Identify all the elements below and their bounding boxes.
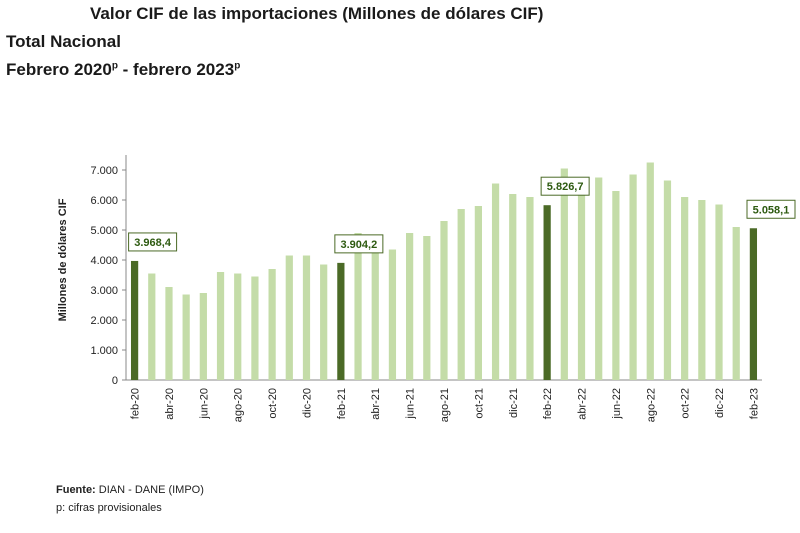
period-start: Febrero 2020 <box>6 60 112 79</box>
period-end-mark: p <box>234 60 241 72</box>
y-tick-label: 3.000 <box>90 285 118 297</box>
y-tick-label: 5.000 <box>90 225 118 237</box>
x-tick-label: feb-23 <box>748 388 760 419</box>
x-tick-label: jun-21 <box>405 388 417 420</box>
bar-jun-21 <box>406 233 414 380</box>
x-tick-label: oct-21 <box>473 388 485 419</box>
bar-dic-20 <box>302 255 311 380</box>
bar-mar-22 <box>560 168 568 380</box>
x-tick-label: ago-21 <box>439 388 451 422</box>
chart-period: Febrero 2020p - febrero 2023p <box>6 60 240 80</box>
x-tick-label: jun-20 <box>198 388 210 420</box>
bar-jul-21 <box>423 236 431 380</box>
x-tick-label: oct-20 <box>267 388 279 419</box>
period-separator: - febrero 2023 <box>117 60 235 79</box>
period-start-mark: p <box>111 60 118 72</box>
chart-title: Valor CIF de las importaciones (Millones… <box>90 4 544 23</box>
x-tick-label: dic-22 <box>714 388 726 418</box>
bar-abr-20 <box>165 287 173 380</box>
bar-jul-22 <box>629 174 637 380</box>
bar-abr-21 <box>371 239 379 380</box>
y-tick-label: 2.000 <box>90 315 118 327</box>
x-tick-label: oct-22 <box>680 388 692 419</box>
bar-ene-23 <box>732 227 740 380</box>
y-tick-label: 6.000 <box>90 195 118 207</box>
bar-sep-22 <box>663 180 672 380</box>
x-tick-label: dic-21 <box>508 388 520 418</box>
data-label-box <box>540 176 590 196</box>
y-tick-label: 0 <box>112 375 118 387</box>
bar-ene-22 <box>526 197 534 380</box>
x-tick-label: feb-22 <box>542 388 554 419</box>
x-tick-label: abr-21 <box>370 388 382 420</box>
y-axis-label: Millones de dólares CIF <box>57 198 69 321</box>
bar-mar-21 <box>354 233 362 380</box>
bar-mar-20 <box>148 273 156 380</box>
bar-ene-21 <box>320 264 328 380</box>
x-tick-label: ago-20 <box>233 388 245 422</box>
bar-may-20 <box>182 294 190 380</box>
bar-sep-21 <box>457 209 465 380</box>
bar-ago-20 <box>234 273 242 380</box>
x-tick-label: ago-22 <box>645 388 657 422</box>
bar-sep-20 <box>251 276 259 380</box>
data-label: 3.968,4 <box>134 237 172 249</box>
y-tick-label: 1.000 <box>90 345 118 357</box>
x-tick-label: dic-20 <box>301 388 313 418</box>
bar-ago-22 <box>646 162 654 380</box>
bar-feb-23 <box>749 228 758 380</box>
bar-may-22 <box>595 177 603 380</box>
bar-oct-22 <box>681 197 689 380</box>
bar-feb-20 <box>130 260 139 380</box>
bar-nov-20 <box>285 255 293 380</box>
bar-feb-21 <box>337 262 345 380</box>
bar-jul-20 <box>216 272 225 380</box>
bar-nov-22 <box>698 200 706 380</box>
bar-dic-22 <box>715 204 723 380</box>
x-tick-label: abr-20 <box>164 388 176 420</box>
x-tick-label: jun-22 <box>611 388 623 420</box>
provisional-note: p: cifras provisionales <box>56 502 162 514</box>
x-tick-label: feb-21 <box>336 388 348 419</box>
data-label-box <box>334 234 384 254</box>
source-note: Fuente: DIAN - DANE (IMPO) <box>56 484 204 496</box>
bar-abr-22 <box>577 189 586 380</box>
bar-may-21 <box>388 249 397 380</box>
bar-nov-21 <box>491 183 500 380</box>
y-tick-label: 4.000 <box>90 255 118 267</box>
data-label: 5.058,1 <box>753 204 790 216</box>
x-tick-label: feb-20 <box>130 388 142 419</box>
data-label-box <box>128 232 178 252</box>
x-tick-label: abr-22 <box>577 388 589 420</box>
bar-oct-20 <box>268 269 276 380</box>
bar-oct-21 <box>474 206 482 380</box>
source-label: Fuente: <box>56 484 96 496</box>
bar-dic-21 <box>509 194 517 380</box>
data-label: 5.826,7 <box>547 181 584 193</box>
data-label: 3.904,2 <box>341 239 378 251</box>
bar-jun-22 <box>612 191 620 380</box>
y-tick-label: 7.000 <box>90 165 118 177</box>
bar-jun-20 <box>199 293 207 380</box>
data-label-box <box>746 199 796 219</box>
chart-subtitle: Total Nacional <box>6 32 121 51</box>
bar-ago-21 <box>440 221 448 380</box>
source-text: DIAN - DANE (IMPO) <box>95 484 204 496</box>
bar-feb-22 <box>543 205 551 380</box>
